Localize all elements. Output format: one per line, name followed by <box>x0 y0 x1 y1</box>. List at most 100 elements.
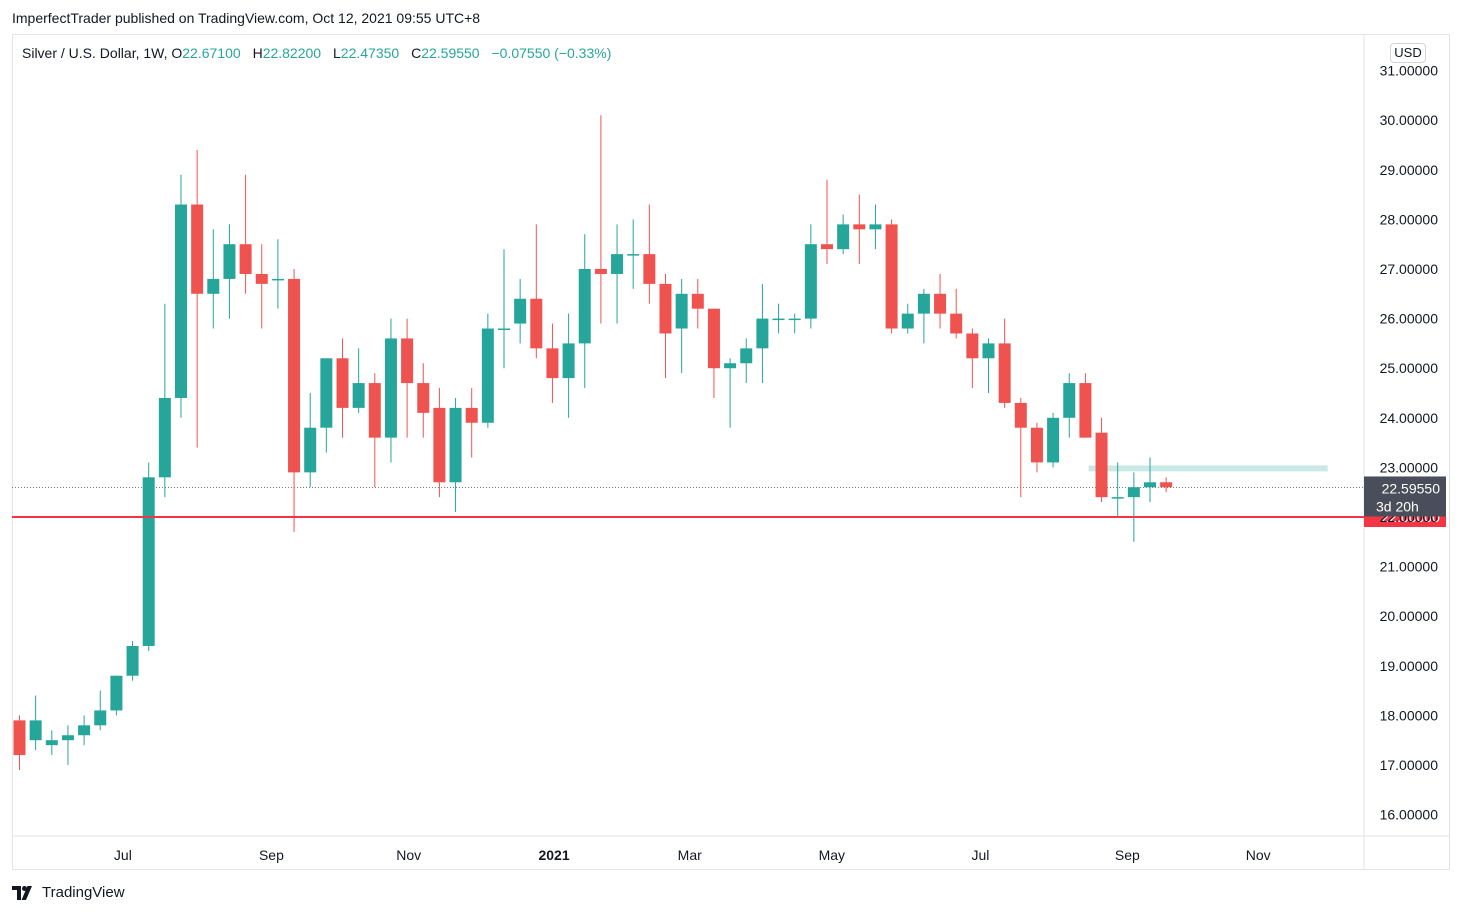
candle-body[interactable] <box>885 224 898 329</box>
highlight-zone[interactable] <box>1088 465 1328 472</box>
candle-body[interactable] <box>384 338 397 438</box>
candle-body[interactable] <box>578 269 591 344</box>
candle-body[interactable] <box>320 358 333 428</box>
candle-body[interactable] <box>1160 482 1173 488</box>
candle-body[interactable] <box>207 278 220 294</box>
candle-body[interactable] <box>659 283 672 334</box>
y-tick-label: 30.00000 <box>1380 112 1439 128</box>
legend-high: H22.82200 <box>252 45 322 61</box>
y-tick-label: 31.00000 <box>1380 63 1439 79</box>
x-tick-label: Nov <box>396 847 421 863</box>
legend-change: −0.07550 (−0.33%) <box>491 45 612 61</box>
candle-body[interactable] <box>1014 402 1027 428</box>
candle-body[interactable] <box>191 204 204 294</box>
candle-body[interactable] <box>611 254 624 274</box>
candle-body[interactable] <box>1079 383 1092 438</box>
candle-body[interactable] <box>433 407 446 483</box>
candle-body[interactable] <box>498 328 510 331</box>
candle-body[interactable] <box>13 720 26 756</box>
candle-body[interactable] <box>352 383 365 408</box>
candle-body[interactable] <box>546 348 559 379</box>
legend-symbol: Silver / U.S. Dollar, 1W, <box>22 45 168 61</box>
y-tick-label: 21.00000 <box>1380 559 1439 575</box>
candle-body[interactable] <box>239 244 252 274</box>
candle-body[interactable] <box>1063 383 1076 418</box>
candle-body[interactable] <box>691 293 704 309</box>
candle-body[interactable] <box>514 298 527 324</box>
y-tick-label: 18.00000 <box>1380 707 1439 723</box>
candle-body[interactable] <box>740 348 753 364</box>
candle-body[interactable] <box>78 725 91 736</box>
last-price-label: 22.59550 <box>1382 480 1441 496</box>
ohlc-legend: Silver / U.S. Dollar, 1W, O22.67100 H22.… <box>22 45 611 61</box>
candle-body[interactable] <box>61 735 74 741</box>
candle-body[interactable] <box>707 308 720 369</box>
y-tick-label: 25.00000 <box>1380 360 1439 376</box>
candle-body[interactable] <box>449 407 462 483</box>
x-tick-label: 2021 <box>538 847 569 863</box>
chart-frame <box>12 34 1450 870</box>
candle-body[interactable] <box>223 244 236 279</box>
x-tick-label: Jul <box>114 847 132 863</box>
bar-countdown-label: 3d 20h <box>1376 498 1419 514</box>
candle-body[interactable] <box>255 273 268 284</box>
candle-body[interactable] <box>917 293 930 314</box>
tradingview-logo-icon <box>12 885 32 900</box>
x-tick-label: Mar <box>678 847 702 863</box>
candle-body[interactable] <box>29 720 42 741</box>
candle-body[interactable] <box>1111 497 1124 499</box>
y-tick-label: 26.00000 <box>1380 311 1439 327</box>
candle-body[interactable] <box>175 204 187 398</box>
candle-body[interactable] <box>853 224 866 230</box>
candle-body[interactable] <box>271 278 284 281</box>
candle-body[interactable] <box>336 358 349 408</box>
y-tick-label: 28.00000 <box>1380 211 1439 227</box>
currency-button[interactable]: USD <box>1390 43 1426 63</box>
candle-body[interactable] <box>530 298 543 349</box>
candle-body[interactable] <box>465 407 478 423</box>
candle-body[interactable] <box>481 328 494 423</box>
candle-body[interactable] <box>869 224 882 230</box>
candle-body[interactable] <box>368 383 381 438</box>
candle-body[interactable] <box>966 333 979 359</box>
candle-body[interactable] <box>1144 482 1156 488</box>
candle-body[interactable] <box>45 740 58 746</box>
candle-body[interactable] <box>417 383 430 413</box>
candle-body[interactable] <box>950 313 963 334</box>
candle-body[interactable] <box>756 318 769 349</box>
candle-body[interactable] <box>110 675 123 711</box>
candle-body[interactable] <box>804 244 817 319</box>
candle-body[interactable] <box>998 343 1011 403</box>
candle-body[interactable] <box>772 318 785 321</box>
candle-body[interactable] <box>126 645 139 676</box>
candle-body[interactable] <box>982 343 995 359</box>
candle-body[interactable] <box>562 343 575 379</box>
candle-body[interactable] <box>142 477 155 646</box>
candle-body[interactable] <box>643 254 656 284</box>
candle-body[interactable] <box>837 224 850 250</box>
candle-body[interactable] <box>401 338 414 384</box>
legend-open: O22.67100 <box>171 45 241 61</box>
x-tick-label: May <box>819 847 845 863</box>
y-tick-label: 17.00000 <box>1380 757 1439 773</box>
candle-body[interactable] <box>594 269 607 274</box>
candle-body[interactable] <box>675 293 688 329</box>
candle-body[interactable] <box>158 397 171 478</box>
candle-body[interactable] <box>94 710 107 726</box>
candle-body[interactable] <box>288 278 301 473</box>
candle-body[interactable] <box>627 254 640 256</box>
candle-body[interactable] <box>934 293 947 314</box>
candle-body[interactable] <box>304 427 317 473</box>
candle-body[interactable] <box>788 318 801 321</box>
candle-body[interactable] <box>724 363 737 369</box>
candle-body[interactable] <box>1127 487 1140 498</box>
y-tick-label: 27.00000 <box>1380 261 1439 277</box>
candle-body[interactable] <box>1095 432 1108 498</box>
tradingview-logo: TradingView <box>12 884 125 901</box>
x-tick-label: Nov <box>1246 847 1271 863</box>
candle-body[interactable] <box>1030 427 1043 463</box>
candle-body[interactable] <box>821 244 833 250</box>
candle-body[interactable] <box>1047 417 1060 463</box>
candle-body[interactable] <box>901 313 914 329</box>
